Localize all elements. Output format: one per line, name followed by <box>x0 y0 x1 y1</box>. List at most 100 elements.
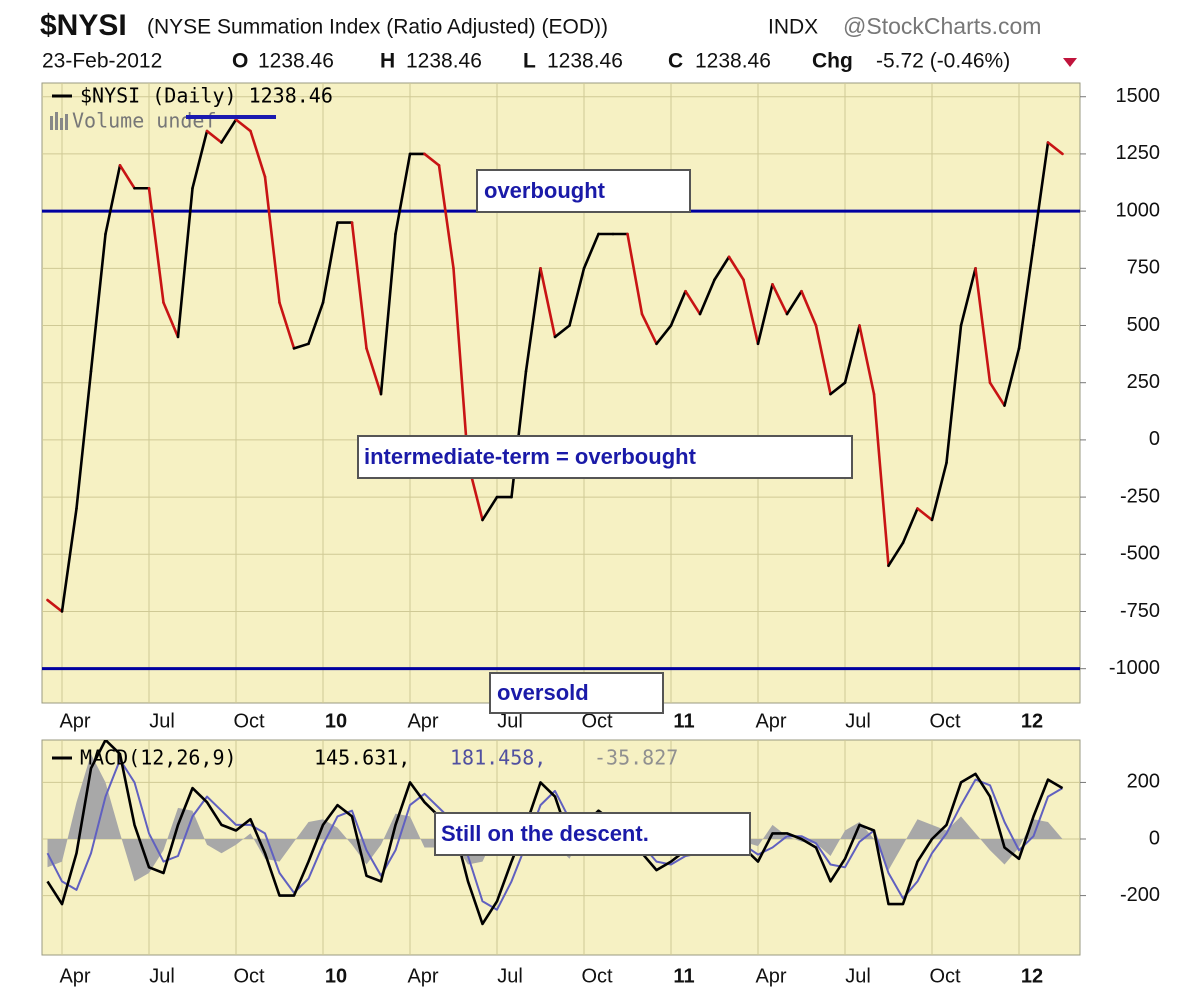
x-tick-label: Apr <box>59 965 90 987</box>
line-segment <box>176 186 194 339</box>
line-segment <box>756 283 774 346</box>
y-tick-label: 250 <box>1127 371 1160 393</box>
high: 1238.46 <box>406 50 482 73</box>
reference-label: oversold <box>497 680 589 705</box>
line-segment <box>394 152 412 236</box>
line-segment <box>1003 347 1021 407</box>
line-segment <box>814 324 832 396</box>
line-segment <box>423 152 441 167</box>
line-segment <box>452 267 470 465</box>
x-tick-label: 10 <box>325 710 347 732</box>
macd-line <box>46 740 1064 926</box>
line-segment <box>481 495 499 522</box>
line-segment <box>713 255 731 282</box>
line-segment <box>89 232 107 373</box>
line-segment <box>379 232 397 396</box>
symbol: $NYSI <box>40 9 127 42</box>
date: 23-Feb-2012 <box>42 50 162 73</box>
line-segment <box>46 598 64 613</box>
line-segment <box>524 267 542 373</box>
line-segment <box>858 324 876 396</box>
line-segment <box>104 164 122 236</box>
x-tick-label: Oct <box>581 965 613 987</box>
line-segment <box>263 175 281 304</box>
volume-icon <box>50 112 68 130</box>
legend-label: $NYSI (Daily) 1238.46 <box>80 84 333 108</box>
y-tick-label: -1000 <box>1109 657 1160 679</box>
line-segment <box>771 283 789 316</box>
y-tick-label: -750 <box>1120 600 1160 622</box>
x-tick-label: Apr <box>407 710 438 732</box>
y-tick-label: -250 <box>1120 485 1160 507</box>
line-segment <box>640 312 658 346</box>
macd-value: 145.631, <box>314 746 410 770</box>
x-tick-label: Jul <box>149 710 175 732</box>
reference-label: overbought <box>484 178 606 203</box>
line-segment <box>669 289 687 327</box>
line-segment <box>118 164 136 190</box>
line-segment <box>60 507 78 613</box>
x-tick-label: 11 <box>673 965 694 987</box>
y-tick-label: 1250 <box>1116 142 1161 164</box>
close-key: C <box>668 50 683 73</box>
macd-plot <box>46 740 1064 926</box>
line-segment <box>147 186 165 304</box>
line-segment <box>988 381 1006 407</box>
line-segment <box>626 232 644 316</box>
histogram-value: -35.827 <box>594 746 678 770</box>
line-segment <box>292 342 310 350</box>
change-key: Chg <box>812 50 853 73</box>
line-segment <box>191 129 209 190</box>
line-segment <box>278 301 296 350</box>
overlay: 1500 1250 1000 750 500 250 0 -250 -500 -750 -1000 A… <box>59 85 1160 987</box>
x-tick-label: Oct <box>929 710 961 732</box>
y-tick-label: -500 <box>1120 543 1160 565</box>
line-segment <box>568 267 586 327</box>
x-tick-label: Jul <box>845 710 871 732</box>
y-tick-label: 750 <box>1127 257 1160 279</box>
x-tick-label: Oct <box>233 710 265 732</box>
line-segment <box>365 347 383 396</box>
low-key: L <box>523 50 536 73</box>
line-segment <box>698 278 716 316</box>
annotation-box <box>434 812 751 856</box>
line-segment <box>220 118 238 144</box>
x-tick-label: Jul <box>149 965 175 987</box>
line-segment <box>959 267 977 327</box>
open-key: O <box>232 50 248 73</box>
line-segment <box>684 289 702 316</box>
source: @StockCharts.com <box>843 13 1041 39</box>
x-tick-label: Jul <box>497 710 523 732</box>
y-tick-label: 1000 <box>1116 199 1161 221</box>
y-tick-label: 500 <box>1127 314 1160 336</box>
volume-note: Volume undef <box>72 109 217 133</box>
line-segment <box>901 507 919 545</box>
line-segment <box>742 278 760 346</box>
x-tick-label: 10 <box>325 965 347 987</box>
line-segment <box>234 118 252 133</box>
line-segment <box>75 369 93 510</box>
line-segment <box>916 507 934 522</box>
y-tick-label: 0 <box>1149 428 1160 450</box>
line-segment <box>205 129 223 144</box>
x-tick-label: Jul <box>497 965 523 987</box>
line-segment <box>945 324 963 465</box>
line-segment <box>887 541 905 568</box>
line-segment <box>655 324 673 346</box>
x-tick-label: Oct <box>581 710 613 732</box>
line-segment <box>785 289 803 316</box>
y-tick-label: -200 <box>1120 884 1160 906</box>
line-segment <box>829 381 847 396</box>
line-segment <box>843 324 861 385</box>
signal-value: 181.458, <box>450 746 546 770</box>
line-segment <box>162 301 180 339</box>
index-name: (NYSE Summation Index (Ratio Adjusted) (… <box>147 16 608 39</box>
line-segment <box>800 289 818 327</box>
line-segment <box>582 232 600 270</box>
exchange: INDX <box>768 16 818 39</box>
reference-label-box <box>476 169 691 213</box>
x-tick-label: Oct <box>233 965 265 987</box>
open: 1238.46 <box>258 50 334 73</box>
line-segment <box>249 129 267 179</box>
